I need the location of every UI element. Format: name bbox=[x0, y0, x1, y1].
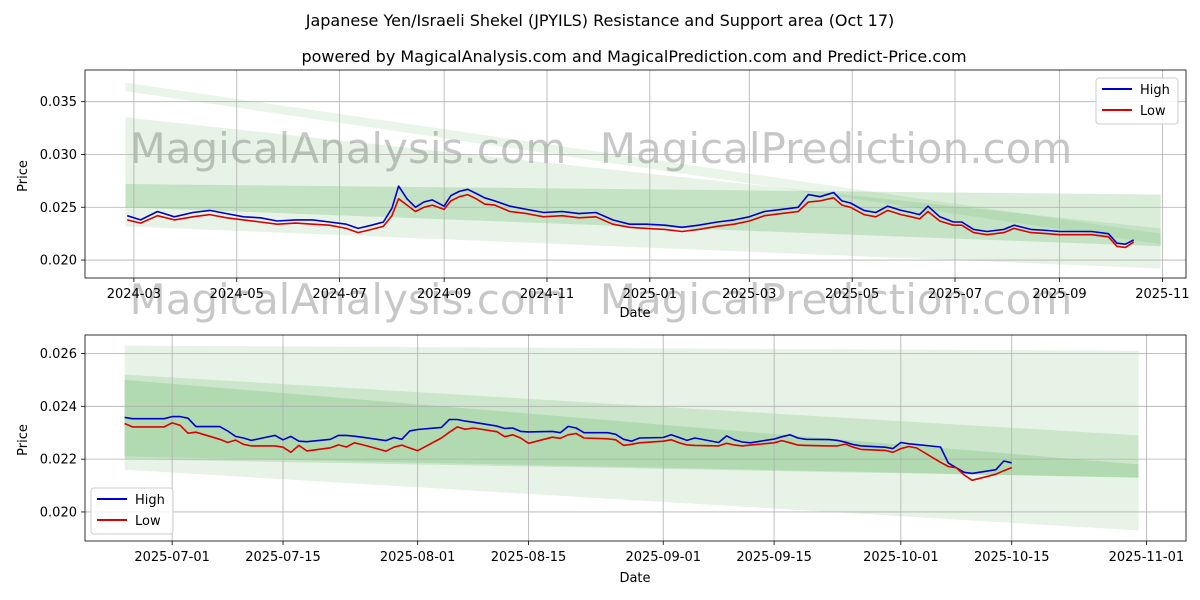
bottom-chart-x-tick-label: 2025-10-15 bbox=[974, 550, 1050, 565]
top-chart-range-band-2 bbox=[125, 117, 1161, 269]
top-chart-y-tick-label: 0.035 bbox=[40, 95, 77, 110]
top-chart-y-tick-label: 0.020 bbox=[40, 254, 77, 269]
top-chart: MagicalAnalysis.com MagicalPrediction.co… bbox=[16, 69, 1190, 324]
top-chart-x-tick-label: 2025-03 bbox=[722, 287, 776, 302]
top-chart-series-low-line bbox=[127, 193, 1135, 249]
bottom-chart-y-tick-label: 0.024 bbox=[40, 400, 77, 415]
bottom-chart-x-tick-label: 2025-07-15 bbox=[245, 550, 321, 565]
top-chart-x-tick-label: 2025-01 bbox=[623, 287, 677, 302]
top-chart-x-tick-label: 2024-05 bbox=[210, 287, 264, 302]
legend-high-label: High bbox=[135, 493, 165, 508]
bottom-chart-y-axis-label: Price bbox=[16, 424, 31, 456]
figure-subtitle: powered by MagicalAnalysis.com and Magic… bbox=[301, 47, 966, 66]
bottom-chart-x-tick-label: 2025-11-01 bbox=[1109, 550, 1185, 565]
top-chart-x-tick-label: 2025-09 bbox=[1032, 287, 1086, 302]
top-chart-legend: High Low bbox=[1095, 77, 1179, 125]
legend-low-label: Low bbox=[135, 514, 161, 529]
bottom-chart-plot-frame bbox=[84, 334, 1187, 542]
top-chart-y-tick-label: 0.030 bbox=[40, 148, 77, 163]
bottom-chart-x-tick-label: 2025-08-15 bbox=[491, 550, 567, 565]
top-chart-x-tick-label: 2024-11 bbox=[520, 287, 574, 302]
top-chart-watermarks: MagicalAnalysis.com MagicalPrediction.co… bbox=[130, 124, 1073, 324]
top-chart-range-band-1 bbox=[125, 82, 1161, 245]
bottom-chart-y-tick-label: 0.026 bbox=[40, 347, 77, 362]
bottom-chart-range-band-2 bbox=[124, 374, 1139, 478]
bottom-chart: 2025-07-01 2025-07-15 2025-08-01 2025-08-15… bbox=[16, 334, 1187, 586]
top-chart-y-tick-label: 0.025 bbox=[40, 201, 77, 216]
bottom-chart-legend: High Low bbox=[90, 487, 174, 535]
bottom-chart-x-tick-label: 2025-07-01 bbox=[134, 550, 210, 565]
bottom-chart-range-band-1 bbox=[124, 345, 1139, 531]
bottom-chart-range-band-3 bbox=[124, 379, 1139, 478]
bottom-chart-x-tick-label: 2025-09-01 bbox=[625, 550, 701, 565]
watermark-text: MagicalPrediction.com bbox=[600, 275, 1073, 324]
legend-low-label: Low bbox=[1140, 104, 1166, 119]
watermark-text: MagicalAnalysis.com bbox=[130, 275, 567, 324]
bottom-chart-x-tick-label: 2025-08-01 bbox=[380, 550, 456, 565]
bottom-chart-x-axis-label: Date bbox=[619, 571, 650, 586]
top-chart-plot-frame bbox=[84, 69, 1187, 279]
top-chart-x-tick-label: 2024-07 bbox=[312, 287, 366, 302]
watermark-text: MagicalPrediction.com bbox=[600, 124, 1073, 173]
bottom-chart-x-tick-label: 2025-09-15 bbox=[736, 550, 812, 565]
top-chart-x-tick-label: 2025-11 bbox=[1135, 287, 1189, 302]
top-chart-range-band-3 bbox=[125, 184, 1161, 247]
top-chart-x-tick-label: 2025-05 bbox=[825, 287, 879, 302]
top-chart-x-axis-label: Date bbox=[619, 306, 650, 321]
legend-high-label: High bbox=[1140, 83, 1170, 98]
bottom-chart-x-tick-label: 2025-10-01 bbox=[863, 550, 939, 565]
bottom-chart-series-high-line bbox=[124, 415, 1012, 475]
bottom-chart-y-tick-label: 0.022 bbox=[40, 453, 77, 468]
bottom-chart-y-tick-label: 0.020 bbox=[40, 505, 77, 520]
top-chart-x-tick-label: 2025-07 bbox=[928, 287, 982, 302]
figure-title: Japanese Yen/Israeli Shekel (JPYILS) Res… bbox=[305, 11, 895, 30]
watermark-text: MagicalAnalysis.com bbox=[130, 124, 567, 173]
bottom-chart-series-low-line bbox=[124, 422, 1012, 482]
top-chart-y-axis-label: Price bbox=[16, 160, 31, 192]
top-chart-x-tick-label: 2024-03 bbox=[107, 287, 161, 302]
top-chart-series-high-line bbox=[126, 185, 1135, 245]
top-chart-x-tick-label: 2024-09 bbox=[417, 287, 471, 302]
